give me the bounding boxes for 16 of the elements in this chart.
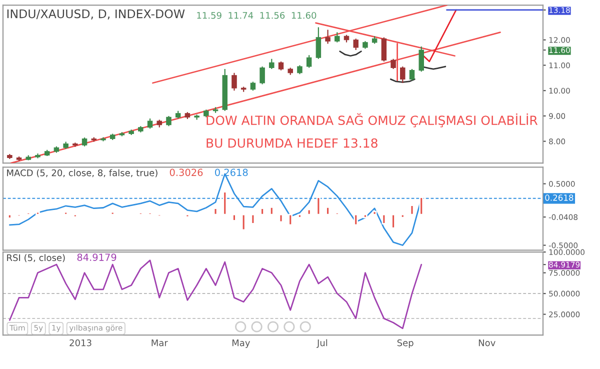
x-tick-label: Mar (152, 339, 168, 346)
x-tick-label: May (232, 339, 250, 348)
x-tick-label: Sep (397, 339, 414, 348)
annotation: 0.2618 (215, 168, 248, 176)
ref-line-label: 0.2618 (545, 194, 574, 201)
text: 11.59 11.74 11.56 11.60 (197, 12, 316, 19)
annotation: BU DURUMDA HEDEF 13.18 (206, 138, 378, 148)
annotation: 84.9179 (77, 254, 116, 261)
x-tick-label: Nov (478, 339, 496, 346)
chart-title: RSI (5, close) (7, 254, 65, 262)
chart-title: INDU/XAUUSD, D, INDEX-DOW (7, 9, 185, 20)
annotation: DOW ALTIN ORANDA SAĞ OMUZ ÇALIŞMASI OLABİLİR (206, 113, 538, 128)
annotation: 0.3026 (170, 168, 203, 176)
x-tick-label: Jul (316, 339, 328, 348)
x-tick-label: 2013 (70, 339, 92, 346)
chart-title: MACD (5, 20, close, 8, false, true) (7, 169, 158, 178)
